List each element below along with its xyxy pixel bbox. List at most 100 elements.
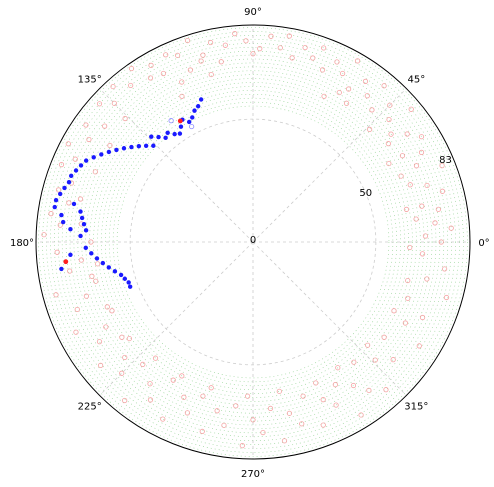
dotted-ring xyxy=(93,82,413,402)
data-point-red-hollow xyxy=(86,136,92,143)
data-point-red-hollow xyxy=(102,123,108,129)
data-point-blue xyxy=(151,143,156,148)
data-point-red-hollow xyxy=(98,362,104,368)
data-point-red-hollow xyxy=(407,244,413,251)
data-point-red-hollow xyxy=(439,188,446,194)
data-point-red-hollow xyxy=(89,273,95,279)
data-point-red-hollow xyxy=(243,38,249,44)
data-point-red-hollow xyxy=(320,422,326,428)
dotted-ring xyxy=(104,93,402,391)
data-point-red-hollow xyxy=(321,45,327,51)
data-point-red-hollow xyxy=(96,339,103,345)
data-point-red-hollow xyxy=(218,59,224,65)
data-point-red-hollow xyxy=(439,163,445,169)
data-point-blue xyxy=(136,144,142,149)
data-point-blue xyxy=(100,260,106,266)
data-point-red-hollow xyxy=(67,268,73,274)
data-point-red-hollow xyxy=(413,163,420,169)
data-point-blue xyxy=(68,252,73,257)
data-point-red-hollow xyxy=(281,438,288,444)
data-point-blue xyxy=(126,280,131,285)
dotted-ring xyxy=(81,70,425,414)
data-point-red-hollow xyxy=(408,106,414,112)
data-point-red-hollow xyxy=(200,52,206,58)
data-point-blue xyxy=(59,266,64,272)
data-point-red-hollow xyxy=(402,320,408,326)
radial-tick-label: 0 xyxy=(250,235,256,246)
data-point-blue xyxy=(118,272,124,278)
data-point-red-hollow xyxy=(147,397,154,403)
data-point-blue xyxy=(129,144,134,150)
data-point-red xyxy=(177,118,183,124)
data-point-red-hollow xyxy=(54,249,60,255)
dotted-ring xyxy=(73,62,433,422)
data-point-red-hollow xyxy=(104,304,110,310)
data-point-red-hollow xyxy=(343,100,350,106)
data-point-red-hollow xyxy=(179,93,185,99)
data-point-blue xyxy=(127,284,133,289)
data-point-red-hollow xyxy=(404,131,410,137)
data-point-blue xyxy=(60,219,66,225)
data-point-red-hollow xyxy=(387,102,393,108)
data-point-red-hollow xyxy=(319,67,326,73)
data-point-red-hollow xyxy=(199,428,205,435)
data-point-red-hollow xyxy=(126,335,132,342)
data-point-red-hollow xyxy=(119,370,125,376)
dotted-ring xyxy=(50,39,456,445)
data-point-blue xyxy=(81,222,87,227)
dotted-ring xyxy=(97,86,409,398)
data-point-red-hollow xyxy=(208,71,214,78)
data-point-blue xyxy=(198,97,204,102)
data-point-red-hollow xyxy=(419,203,425,209)
data-point-red-hollow xyxy=(74,306,80,313)
data-point-red-hollow xyxy=(128,65,135,72)
data-point-blue xyxy=(58,191,63,197)
data-point-red-hollow xyxy=(73,329,79,335)
data-point-red-hollow xyxy=(302,44,308,51)
data-point-blue xyxy=(106,149,112,155)
data-point-red-hollow xyxy=(208,39,214,46)
data-point-blue xyxy=(99,152,104,157)
data-point-red-hollow xyxy=(369,107,375,113)
data-point-blue xyxy=(195,104,201,109)
data-point-red-hollow xyxy=(313,380,319,386)
data-point-red-hollow xyxy=(276,388,282,394)
data-point-red-hollow xyxy=(260,429,266,436)
data-point-red-hollow xyxy=(383,387,389,393)
data-point-blue xyxy=(52,204,57,210)
data-point-red-hollow xyxy=(148,62,154,68)
angle-tick-label: 180° xyxy=(10,238,34,249)
radial-tick-label: 50 xyxy=(359,188,372,199)
data-point-blue xyxy=(83,245,88,251)
data-point-red-hollow xyxy=(184,37,191,44)
data-point-blue xyxy=(114,147,119,153)
dotted-ring xyxy=(85,74,421,410)
data-point-red-hollow xyxy=(160,416,166,422)
data-point-blue xyxy=(156,134,161,140)
data-point-red-hollow xyxy=(386,116,392,123)
data-point-red-hollow xyxy=(366,387,372,393)
data-point-red-hollow xyxy=(147,381,153,387)
data-point-red-hollow xyxy=(277,45,283,51)
data-point-red-hollow xyxy=(41,232,47,238)
angle-tick-label: 45° xyxy=(407,75,425,86)
data-point-red-hollow xyxy=(289,55,295,61)
data-point-red-hollow xyxy=(140,361,146,368)
angle-tick-label: 90° xyxy=(244,7,262,18)
data-point-red-hollow xyxy=(391,308,397,314)
data-point-red-hollow xyxy=(403,206,410,212)
data-point-blue xyxy=(78,233,83,239)
data-point-red-hollow xyxy=(208,385,214,391)
data-point-red-hollow xyxy=(93,278,99,284)
data-point-red-hollow xyxy=(320,397,326,403)
data-point-blue xyxy=(78,163,84,168)
data-point-red-hollow xyxy=(179,79,185,85)
tick-labels: 0° 45° 90° 135° 180° 225° 270° 315° 0 50 83 xyxy=(10,7,490,480)
data-point-blue xyxy=(190,115,195,120)
data-point-red-hollow xyxy=(122,354,128,361)
data-point-red-hollow xyxy=(386,160,392,167)
angle-tick-label: 135° xyxy=(78,75,102,86)
data-point-red-hollow xyxy=(83,293,90,299)
data-point-red-hollow xyxy=(128,82,134,89)
data-point-red-hollow xyxy=(418,149,425,155)
